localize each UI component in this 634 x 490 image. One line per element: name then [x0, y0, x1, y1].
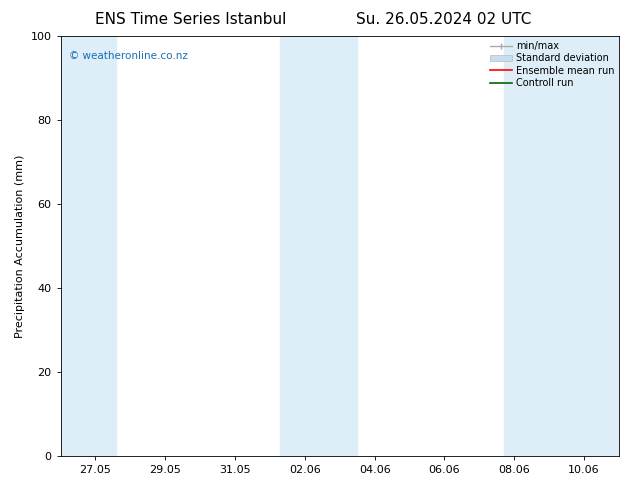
Text: Su. 26.05.2024 02 UTC: Su. 26.05.2024 02 UTC — [356, 12, 531, 27]
Text: © weatheronline.co.nz: © weatheronline.co.nz — [69, 51, 188, 61]
Legend: min/max, Standard deviation, Ensemble mean run, Controll run: min/max, Standard deviation, Ensemble me… — [488, 39, 616, 90]
Bar — [504, 36, 619, 456]
Bar — [61, 36, 117, 456]
Y-axis label: Precipitation Accumulation (mm): Precipitation Accumulation (mm) — [15, 154, 25, 338]
Bar — [280, 36, 357, 456]
Text: ENS Time Series Istanbul: ENS Time Series Istanbul — [94, 12, 286, 27]
